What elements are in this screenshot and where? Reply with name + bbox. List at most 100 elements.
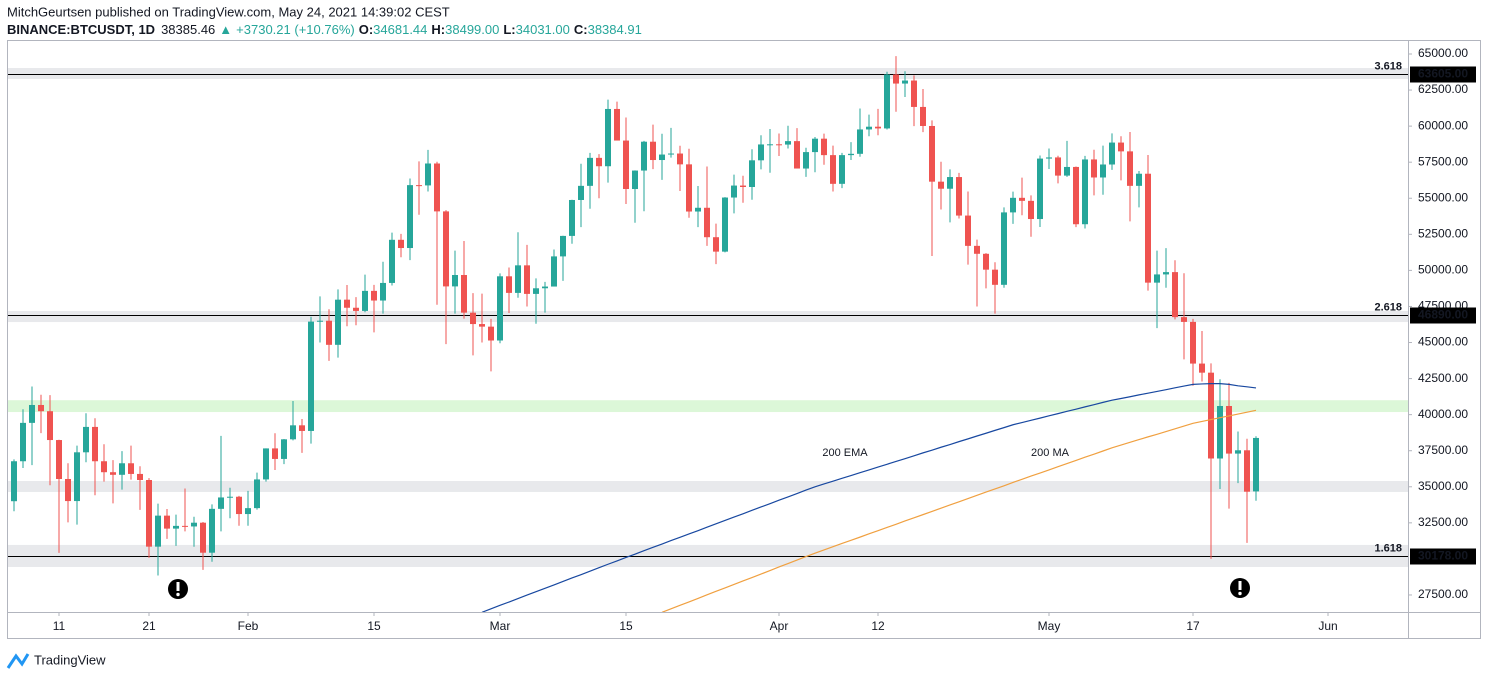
candle-body bbox=[236, 496, 242, 515]
candle-body bbox=[893, 74, 899, 84]
candle-body bbox=[1118, 142, 1124, 152]
quote-part: BINANCE:BTCUSDT, 1D bbox=[7, 22, 155, 37]
candle-body bbox=[749, 160, 755, 188]
candle-body bbox=[353, 307, 359, 311]
quote-part: L: bbox=[503, 22, 515, 37]
candle-body bbox=[182, 525, 188, 527]
quote-part: C: bbox=[574, 22, 588, 37]
level-label: 46890.00 bbox=[1418, 308, 1468, 322]
candle-body bbox=[830, 155, 836, 184]
candle-body bbox=[1037, 158, 1043, 220]
candle-body bbox=[578, 185, 584, 200]
quote-part: H: bbox=[431, 22, 445, 37]
quote-part: 34681.44 bbox=[373, 22, 427, 37]
candle-body bbox=[164, 515, 170, 529]
candle-body bbox=[551, 256, 557, 287]
candle-body bbox=[1226, 405, 1232, 454]
ma-label: 200 MA bbox=[1031, 447, 1070, 459]
level-ratio: 3.618 bbox=[1374, 60, 1402, 72]
zone bbox=[8, 400, 1408, 413]
candle-body bbox=[785, 141, 791, 145]
candle-body bbox=[857, 129, 863, 154]
candle-body bbox=[20, 422, 26, 462]
candle-body bbox=[587, 157, 593, 186]
candle-body bbox=[281, 439, 287, 459]
candle-body bbox=[290, 425, 296, 440]
candle-body bbox=[344, 299, 350, 308]
candle-body bbox=[929, 125, 935, 182]
x-tick-label: 15 bbox=[619, 619, 633, 633]
candle-body bbox=[191, 522, 197, 527]
ma-line bbox=[481, 383, 1257, 612]
candle-body bbox=[29, 404, 35, 423]
x-tick-label: Mar bbox=[490, 619, 511, 633]
candle-body bbox=[479, 324, 485, 327]
x-tick-label: 21 bbox=[142, 619, 156, 633]
candle-body bbox=[596, 157, 602, 167]
candle-body bbox=[362, 290, 368, 311]
candle-body bbox=[848, 153, 854, 156]
candle-body bbox=[1163, 272, 1169, 275]
candle-body bbox=[137, 473, 143, 480]
candle-body bbox=[605, 108, 611, 167]
candle-body bbox=[839, 155, 845, 184]
candle-body bbox=[659, 154, 665, 161]
candle-body bbox=[416, 185, 422, 187]
candle-body bbox=[983, 253, 989, 270]
candle-body bbox=[1181, 317, 1187, 322]
candle-body bbox=[407, 185, 413, 249]
candle-body bbox=[803, 152, 809, 169]
candle-body bbox=[947, 177, 953, 189]
y-tick-label: 57500.00 bbox=[1418, 154, 1468, 168]
candle-body bbox=[1217, 405, 1223, 459]
candle-body bbox=[299, 425, 305, 431]
y-tick-label: 52500.00 bbox=[1418, 226, 1468, 240]
candle-body bbox=[335, 299, 341, 345]
candle-body bbox=[866, 126, 872, 130]
candle-body bbox=[488, 326, 494, 341]
y-tick-label: 32500.00 bbox=[1418, 515, 1468, 529]
x-tick-label: 15 bbox=[367, 619, 381, 633]
quote-part: ▲ bbox=[219, 22, 232, 37]
candle-body bbox=[425, 163, 431, 186]
candle-body bbox=[1001, 212, 1007, 285]
candle-body bbox=[695, 207, 701, 212]
y-tick-label: 35000.00 bbox=[1418, 479, 1468, 493]
quote-part: 38499.00 bbox=[445, 22, 499, 37]
candle-body bbox=[884, 74, 890, 129]
candle-body bbox=[1145, 173, 1151, 283]
candle-body bbox=[56, 440, 62, 479]
level-label-bg bbox=[1410, 307, 1476, 324]
candle-body bbox=[38, 404, 44, 412]
candle-body bbox=[65, 478, 71, 502]
candle-body bbox=[776, 144, 782, 146]
candle-body bbox=[524, 265, 530, 294]
brand: TradingView bbox=[34, 652, 106, 667]
candle-body bbox=[758, 144, 764, 161]
candle-body bbox=[740, 185, 746, 188]
author-line: MitchGeurtsen published on TradingView.c… bbox=[7, 4, 450, 19]
y-tick-label: 55000.00 bbox=[1418, 190, 1468, 204]
candle-body bbox=[677, 153, 683, 165]
quote-part: 38385.46 bbox=[161, 22, 215, 37]
candle-body bbox=[1082, 159, 1088, 225]
candle-body bbox=[515, 265, 521, 293]
level-label: 30178.00 bbox=[1418, 549, 1468, 563]
candle-body bbox=[920, 106, 926, 126]
candle-body bbox=[713, 237, 719, 252]
candle-body bbox=[812, 138, 818, 153]
candle-body bbox=[110, 472, 116, 475]
candle-body bbox=[542, 286, 548, 289]
candle-body bbox=[452, 275, 458, 287]
candle-body bbox=[380, 282, 386, 301]
candle-body bbox=[470, 312, 476, 325]
candle-body bbox=[92, 426, 98, 462]
candle-body bbox=[245, 508, 251, 515]
candle-body bbox=[254, 479, 260, 509]
candle-body bbox=[569, 199, 575, 236]
candle-body bbox=[1055, 157, 1061, 176]
candle-body bbox=[398, 239, 404, 249]
candle-body bbox=[731, 185, 737, 198]
candle-body bbox=[227, 496, 233, 498]
candle-body bbox=[1235, 450, 1241, 454]
